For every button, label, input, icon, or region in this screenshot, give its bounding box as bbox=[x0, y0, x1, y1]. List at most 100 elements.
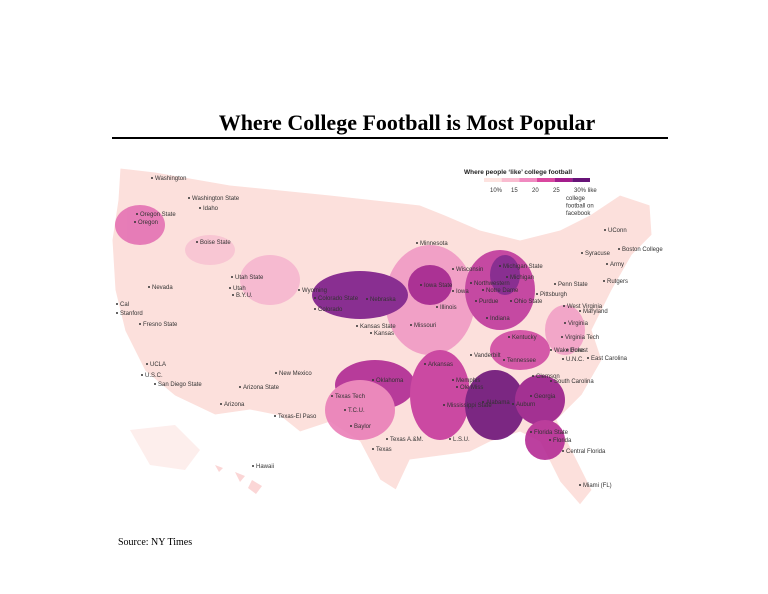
place-dot bbox=[436, 306, 438, 308]
place-dot bbox=[154, 383, 156, 385]
place-label: Nevada bbox=[152, 285, 173, 291]
place-labels: Washington Washington State Idaho Oregon St… bbox=[116, 176, 663, 489]
place-dot bbox=[510, 300, 512, 302]
place-dot bbox=[136, 213, 138, 215]
place-label: Texas bbox=[376, 447, 392, 453]
place-label: Penn State bbox=[558, 282, 588, 288]
place-label: U.N.C. bbox=[566, 357, 584, 363]
place-dot bbox=[199, 207, 201, 209]
place-dot bbox=[456, 386, 458, 388]
place-dot bbox=[470, 354, 472, 356]
place-dot bbox=[564, 322, 566, 324]
place-label: Ohio State bbox=[514, 299, 543, 305]
place-dot bbox=[141, 374, 143, 376]
place-label: Virginia Tech bbox=[565, 335, 599, 341]
place-dot bbox=[331, 395, 333, 397]
place-dot bbox=[536, 293, 538, 295]
place-dot bbox=[116, 303, 118, 305]
place-label: Illinois bbox=[440, 305, 457, 311]
legend-swatch bbox=[501, 178, 520, 182]
place-dot bbox=[314, 297, 316, 299]
place-dot bbox=[196, 241, 198, 243]
legend-label: 15 bbox=[511, 188, 518, 194]
place-dot bbox=[562, 450, 564, 452]
place-label: New Mexico bbox=[279, 371, 312, 377]
place-dot bbox=[366, 298, 368, 300]
place-label: Arizona State bbox=[243, 385, 280, 391]
legend-title: Where people ‘like’ college football bbox=[464, 169, 572, 176]
place-dot bbox=[252, 465, 254, 467]
place-dot bbox=[229, 287, 231, 289]
place-dot bbox=[581, 252, 583, 254]
place-dot bbox=[146, 363, 148, 365]
place-label: Kentucky bbox=[512, 335, 537, 341]
place-dot bbox=[530, 431, 532, 433]
legend-swatch bbox=[537, 178, 555, 182]
place-label: UCLA bbox=[150, 362, 166, 368]
place-dot bbox=[443, 404, 445, 406]
place-dot bbox=[562, 358, 564, 360]
place-dot bbox=[587, 357, 589, 359]
place-label: Wake Forest bbox=[554, 348, 588, 354]
place-label: Boston College bbox=[622, 247, 663, 253]
place-dot bbox=[134, 221, 136, 223]
place-label: Auburn bbox=[516, 402, 535, 408]
place-dot bbox=[148, 286, 150, 288]
place-label: Alabama bbox=[486, 400, 510, 406]
place-dot bbox=[239, 386, 241, 388]
place-label: Mississippi State bbox=[447, 403, 492, 409]
source: Source: NY Times bbox=[118, 537, 192, 548]
place-label: Iowa State bbox=[424, 283, 453, 289]
place-dot bbox=[416, 242, 418, 244]
place-label: Baylor bbox=[354, 424, 371, 430]
place-label: Duke bbox=[570, 348, 585, 354]
place-dot bbox=[554, 283, 556, 285]
place-label: Rutgers bbox=[607, 279, 628, 285]
place-label: Memphis bbox=[456, 378, 480, 384]
place-label: Miami (FL) bbox=[583, 483, 612, 489]
place-dot bbox=[314, 308, 316, 310]
place-label: Maryland bbox=[583, 309, 608, 315]
place-label: West Virginia bbox=[567, 304, 603, 310]
place-label: Central Florida bbox=[566, 449, 606, 455]
place-dot bbox=[452, 379, 454, 381]
place-dot bbox=[344, 409, 346, 411]
place-label: Boise State bbox=[200, 240, 231, 246]
place-dot bbox=[530, 395, 532, 397]
place-dot bbox=[410, 324, 412, 326]
place-dot bbox=[579, 310, 581, 312]
place-dot bbox=[232, 294, 234, 296]
place-dot bbox=[420, 284, 422, 286]
alaska bbox=[130, 425, 200, 470]
legend-note: college bbox=[566, 196, 586, 202]
place-dot bbox=[151, 177, 153, 179]
place-label: Georgia bbox=[534, 394, 556, 400]
legend-note: facebook bbox=[566, 211, 591, 217]
legend-swatch bbox=[519, 178, 537, 182]
place-label: Washington bbox=[155, 176, 186, 182]
place-label: Florida State bbox=[534, 430, 569, 436]
place-label: U.S.C. bbox=[145, 373, 163, 379]
place-label: Missouri bbox=[414, 323, 436, 329]
place-label: Texas Tech bbox=[335, 394, 365, 400]
place-dot bbox=[606, 263, 608, 265]
place-dot bbox=[424, 363, 426, 365]
place-dot bbox=[482, 289, 484, 291]
place-dot bbox=[512, 403, 514, 405]
place-label: Tennessee bbox=[507, 358, 537, 364]
place-dot bbox=[350, 425, 352, 427]
place-label: Kansas State bbox=[360, 324, 396, 330]
place-label: Notre Dame bbox=[486, 288, 519, 294]
place-label: Arkansas bbox=[428, 362, 453, 368]
place-dot bbox=[116, 312, 118, 314]
place-label: Michigan bbox=[510, 275, 534, 281]
place-label: L.S.U. bbox=[453, 437, 470, 443]
place-label: Stanford bbox=[120, 311, 143, 317]
place-label: Colorado State bbox=[318, 296, 359, 302]
place-dot bbox=[503, 359, 505, 361]
place-label: Ole Miss bbox=[460, 385, 483, 391]
legend-note: football on bbox=[566, 204, 594, 210]
legend-label: 30% like bbox=[574, 188, 597, 194]
place-label: Oklahoma bbox=[376, 378, 404, 384]
